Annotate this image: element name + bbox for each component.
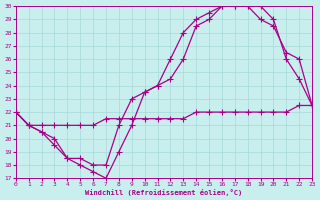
- X-axis label: Windchill (Refroidissement éolien,°C): Windchill (Refroidissement éolien,°C): [85, 189, 243, 196]
